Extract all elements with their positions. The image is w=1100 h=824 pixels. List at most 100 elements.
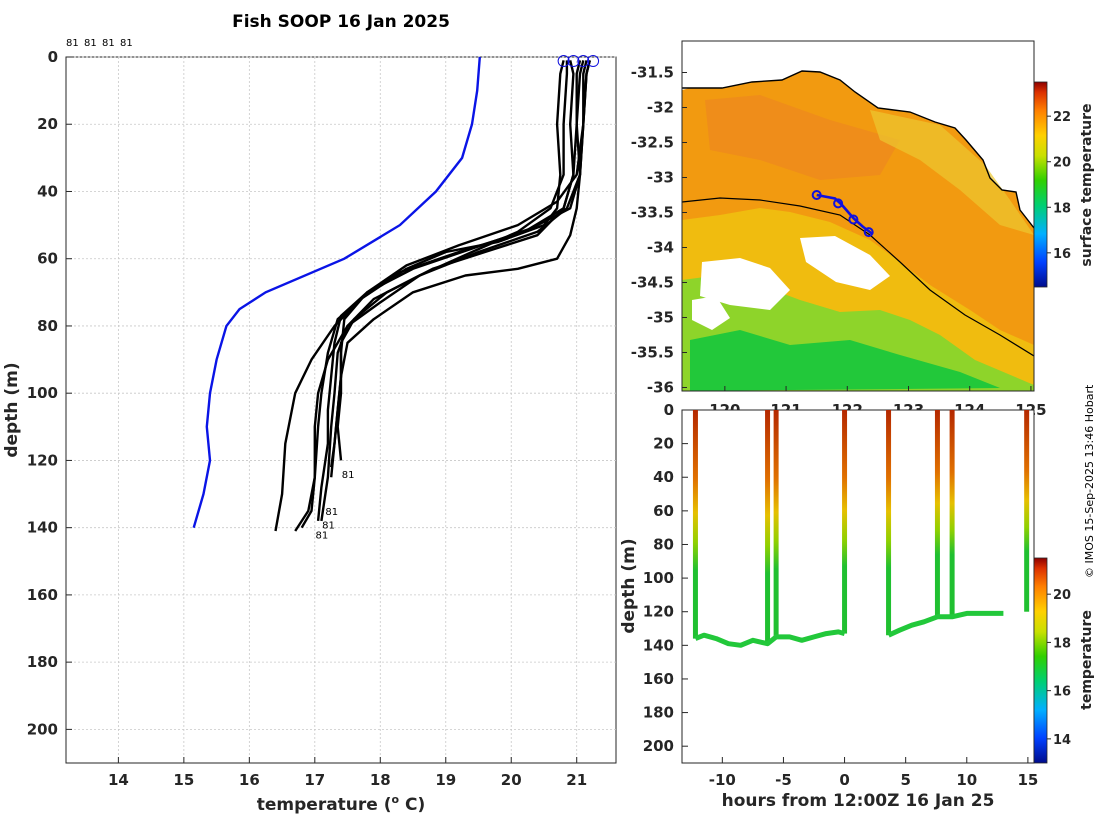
track-marker xyxy=(833,198,844,209)
surface-marker xyxy=(557,55,570,68)
profile-end-label: 81 xyxy=(325,507,338,518)
x-label-tail: C) xyxy=(399,795,425,815)
colorbar-tick-label: 18 xyxy=(1053,201,1071,216)
lat-tick-label: -35.5 xyxy=(631,344,674,362)
map-colorbar-label: surface temperature xyxy=(1079,103,1095,266)
cast-trace xyxy=(773,410,779,637)
profile-end-label: 81 xyxy=(342,470,355,481)
y-tick-label: 80 xyxy=(37,317,58,335)
y-tick-label: 20 xyxy=(653,435,674,453)
y-tick-label: 180 xyxy=(27,653,58,671)
section-x-axis-label: hours from 12:00Z 16 Jan 25 xyxy=(722,791,995,811)
x-tick-label: 17 xyxy=(304,771,325,789)
x-tick-label: -10 xyxy=(709,771,736,789)
y-tick-label: 20 xyxy=(37,115,58,133)
lat-tick-label: -31.5 xyxy=(631,64,674,82)
colorbar-tick-label: 20 xyxy=(1053,156,1071,171)
y-tick-label: 200 xyxy=(643,737,674,755)
colorbar-tick-label: 20 xyxy=(1053,588,1071,603)
cast-trace xyxy=(949,410,955,617)
lat-tick-label: -36 xyxy=(647,379,674,397)
lat-tick-label: -32.5 xyxy=(631,134,674,152)
cast-trace xyxy=(765,410,771,644)
x-tick-label: 19 xyxy=(435,771,456,789)
x-tick-label: 21 xyxy=(566,771,587,789)
x-tick-label: 14 xyxy=(108,771,129,789)
figure-title: Fish SOOP 16 Jan 2025 xyxy=(232,12,450,32)
track-marker xyxy=(863,227,874,238)
profile-end-label: 81 xyxy=(322,520,335,531)
x-label-main: temperature ( xyxy=(257,795,392,815)
cloud-gap-3 xyxy=(692,296,730,330)
y-tick-label: 200 xyxy=(27,720,58,738)
y-tick-label: 160 xyxy=(27,586,58,604)
x-tick-label: 5 xyxy=(900,771,910,789)
cast-trace xyxy=(692,410,698,639)
colorbar-tick-label: 16 xyxy=(1053,247,1071,262)
sst-map-panel: -31.5 -32 -32.5 -33 -33.5 -34 -34.5 -35 -35.5 -36… xyxy=(631,40,1095,419)
y-tick-label: 60 xyxy=(37,250,58,268)
top-profile-label: 81 xyxy=(66,38,79,49)
colorbar-tick-label: 16 xyxy=(1053,685,1071,700)
x-tick-label: 16 xyxy=(239,771,260,789)
lat-tick-label: -32 xyxy=(647,99,674,117)
y-tick-label: 180 xyxy=(643,704,674,722)
x-tick-label: 18 xyxy=(370,771,391,789)
credit-text: © IMOS 15-Sep-2025 13:46 Hobart xyxy=(1083,384,1096,578)
profile-end-label: 81 xyxy=(316,530,329,541)
colorbar-tick-label: 22 xyxy=(1053,110,1071,125)
map-colorbar xyxy=(1033,81,1048,288)
depth-time-panel: -10 -5 0 5 10 15 0 20 40 60 80 100 120 140 160 180 200 1… xyxy=(619,401,1095,811)
cloud-gap-2 xyxy=(800,236,890,290)
y-tick-label: 0 xyxy=(48,48,58,66)
y-tick-label: 140 xyxy=(643,636,674,654)
top-profile-label: 81 xyxy=(102,38,115,49)
y-tick-label: 40 xyxy=(37,182,58,200)
profile-x-axis-label: temperature (o C) xyxy=(257,793,426,815)
profile-y-axis-label: depth (m) xyxy=(2,362,22,457)
top-profile-label: 81 xyxy=(120,38,133,49)
climatology-line xyxy=(192,56,481,529)
y-tick-label: 100 xyxy=(643,569,674,587)
track-marker xyxy=(811,190,822,200)
x-label-sup: o xyxy=(392,793,400,806)
section-y-axis-label: depth (m) xyxy=(619,538,639,633)
cast-trace xyxy=(842,410,848,634)
colorbar-tick-label: 14 xyxy=(1053,733,1071,748)
temperature-profile-line xyxy=(316,60,582,522)
temperature-profile-line xyxy=(294,60,569,532)
track-marker xyxy=(848,214,859,225)
x-tick-label: 20 xyxy=(501,771,522,789)
top-profile-label: 81 xyxy=(84,38,97,49)
surface-marker xyxy=(587,55,600,68)
vessel-track xyxy=(816,193,873,235)
cloud-gap-1 xyxy=(700,258,790,310)
x-tick-label: -5 xyxy=(775,771,792,789)
cast-trace xyxy=(1024,410,1030,612)
y-tick-label: 120 xyxy=(643,603,674,621)
lat-tick-label: -34 xyxy=(647,239,674,257)
lat-tick-label: -35 xyxy=(647,309,674,327)
surface-marker xyxy=(577,55,590,68)
cast-trace xyxy=(934,410,940,617)
lat-tick-label: -34.5 xyxy=(631,274,674,292)
lat-tick-label: -33 xyxy=(647,169,674,187)
y-tick-label: 120 xyxy=(27,451,58,469)
coastline xyxy=(682,70,1034,229)
y-tick-label: 100 xyxy=(27,384,58,402)
y-tick-label: 160 xyxy=(643,670,674,688)
x-tick-label: 15 xyxy=(1017,771,1038,789)
lat-tick-label: -33.5 xyxy=(631,204,674,222)
temp-colorbar-label: temperature xyxy=(1079,610,1095,710)
sst-warm-patch xyxy=(705,95,900,180)
profile-panel: 14 15 16 17 18 19 20 21 0 20 40 60 80 100 120 140 160 180… xyxy=(2,38,617,815)
x-tick-label: 15 xyxy=(173,771,194,789)
sst-yellow-coast xyxy=(870,110,1034,235)
map-land xyxy=(682,41,1034,228)
colorbar-tick-label: 18 xyxy=(1053,636,1071,651)
temp-colorbar xyxy=(1033,557,1048,764)
y-tick-label: 140 xyxy=(27,519,58,537)
y-tick-label: 40 xyxy=(653,468,674,486)
surface-marker xyxy=(567,55,580,68)
